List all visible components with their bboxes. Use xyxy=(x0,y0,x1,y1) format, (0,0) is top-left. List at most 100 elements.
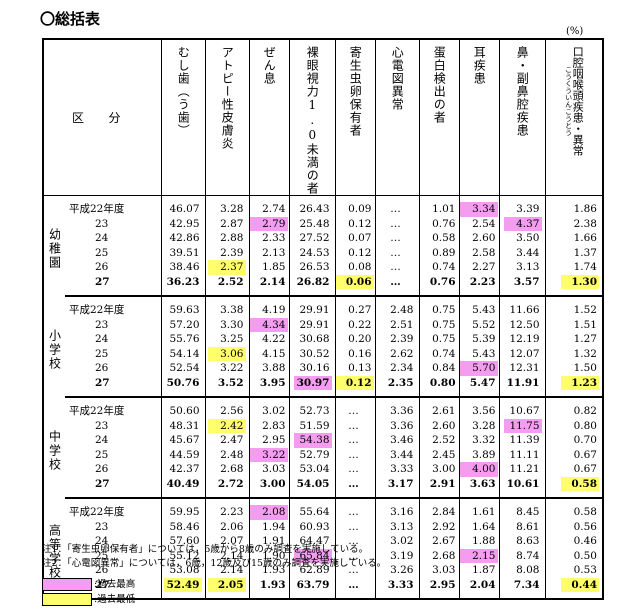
value-text: 3.38 xyxy=(220,304,244,316)
year-cell: 25 xyxy=(95,347,109,360)
value-cell: 11.11 xyxy=(498,447,545,462)
value-cell: 2.34 xyxy=(374,361,419,376)
value-text: 2.61 xyxy=(432,405,456,417)
value-text: 2.54 xyxy=(472,217,496,230)
value-text: 0.09 xyxy=(348,203,372,215)
year-cell: 平成22年度 xyxy=(69,304,125,316)
value-cell: 3.63 xyxy=(458,476,499,499)
value-text: 2.14 xyxy=(220,549,244,562)
value-cell: 26.82 xyxy=(288,274,335,297)
throat-ruby: こうくういんこうとう xyxy=(564,66,573,136)
value-text: 0.58 xyxy=(573,506,597,518)
value-cell: 5.52 xyxy=(458,317,499,332)
value-cell: 8.61 xyxy=(498,519,545,534)
value-cell: 1.51 xyxy=(544,317,604,332)
kubun-label-1: 区 xyxy=(72,111,85,125)
value-cell: 1.01 xyxy=(418,195,459,217)
value-cell: 10.67 xyxy=(498,397,545,419)
value-cell: 2.47 xyxy=(204,433,249,448)
value-text: 29.91 xyxy=(299,304,330,316)
value-cell: 0.58 xyxy=(544,476,604,499)
value-cell: … xyxy=(334,563,375,578)
value-text: 2.05 xyxy=(207,577,246,592)
value-text: 2.51 xyxy=(390,318,414,331)
value-text: 1.87 xyxy=(472,564,496,576)
value-cell: 8.63 xyxy=(498,534,545,549)
year-cell: 27 xyxy=(65,476,161,499)
value-cell: 0.09 xyxy=(334,195,375,217)
value-text: 0.12 xyxy=(335,375,374,390)
value-text: 1.30 xyxy=(561,274,599,289)
value-cell: 0.20 xyxy=(334,332,375,347)
value-text: 1.32 xyxy=(573,347,597,360)
value-text: 3.03 xyxy=(262,463,286,475)
value-cell: 3.46 xyxy=(374,433,419,448)
value-cell: 3.22 xyxy=(248,447,289,462)
value-cell: 1.50 xyxy=(544,361,604,376)
value-text: 51.59 xyxy=(299,419,330,432)
value-text: … xyxy=(390,203,401,215)
value-cell: 1.37 xyxy=(544,245,604,260)
value-text: 1.27 xyxy=(573,333,597,345)
value-text: 2.27 xyxy=(472,261,496,273)
value-cell: 53.08 xyxy=(160,563,205,578)
value-text: 1.23 xyxy=(561,375,599,390)
value-text: 2.47 xyxy=(220,434,244,446)
value-cell: 2.61 xyxy=(418,397,459,419)
value-text: 12.07 xyxy=(509,347,540,360)
value-cell: 63.79 xyxy=(288,577,335,600)
value-text: 44.59 xyxy=(169,448,200,461)
value-cell: 3.00 xyxy=(418,462,459,477)
year-cell: 23 xyxy=(95,318,109,331)
table-row: 小学校 平成22年度 59.63 3.38 4.19 29.91 0.27 2.48 0.75 5… xyxy=(42,296,604,397)
value-text: … xyxy=(348,520,359,533)
value-text: 2.95 xyxy=(262,434,286,446)
value-cell: 3.03 xyxy=(248,462,289,477)
value-text: 42.95 xyxy=(169,217,200,230)
value-cell: 3.13 xyxy=(498,260,545,275)
value-cell: 3.34 xyxy=(458,195,499,217)
legend-low-label: :過去最低 xyxy=(94,593,136,605)
kubun-header: 区 分 xyxy=(42,38,161,196)
value-text: 0.44 xyxy=(561,577,599,592)
value-cell: 1.61 xyxy=(458,498,499,520)
table-row: 26 42.37 2.68 3.03 53.04 … 3.33 3.00 4.00 11.21 0.… xyxy=(43,462,604,477)
year-cell: 26 xyxy=(95,463,109,475)
year-cell: 平成22年度 xyxy=(69,203,125,215)
value-cell: … xyxy=(334,397,375,419)
legend: :過去最高 :過去最低 xyxy=(42,577,135,607)
value-cell: 30.97 xyxy=(288,375,335,398)
value-text: 2.35 xyxy=(387,376,414,389)
value-cell: 3.19 xyxy=(374,548,419,563)
value-text: 0.80 xyxy=(429,376,456,389)
value-text: 2.52 xyxy=(432,434,456,446)
value-text: 0.22 xyxy=(348,318,372,331)
table-row: 25 44.59 2.48 3.22 52.79 … 3.44 2.45 3.89 11.11 0.… xyxy=(43,447,604,462)
value-text: 42.37 xyxy=(169,463,200,475)
value-cell: 52.54 xyxy=(160,361,205,376)
year-cell: 25 xyxy=(95,549,109,562)
value-cell: … xyxy=(334,534,375,549)
value-cell: … xyxy=(374,245,419,260)
value-cell: 11.39 xyxy=(498,433,545,448)
value-cell: 2.83 xyxy=(248,418,289,433)
value-text: 3.63 xyxy=(469,477,496,490)
value-cell: 2.33 xyxy=(248,231,289,246)
value-text: 0.13 xyxy=(348,362,372,374)
value-cell: 55.76 xyxy=(160,332,205,347)
value-text: 10.61 xyxy=(506,477,540,490)
value-text: 2.72 xyxy=(217,477,244,490)
value-text: 3.52 xyxy=(217,376,244,389)
value-cell: 0.27 xyxy=(334,296,375,318)
value-cell: … xyxy=(334,462,375,477)
value-cell: 3.36 xyxy=(374,418,419,433)
value-cell: 27.52 xyxy=(288,231,335,246)
value-text: 26.53 xyxy=(299,261,330,273)
value-text: … xyxy=(348,549,359,562)
value-text: 60.93 xyxy=(299,520,330,533)
value-text: 2.68 xyxy=(432,549,456,562)
col-header-cavities: むし歯（う歯） xyxy=(160,38,205,196)
unit-label: (%) xyxy=(566,26,584,37)
value-text: 5.70 xyxy=(459,361,498,376)
value-cell: 5.70 xyxy=(458,361,499,376)
